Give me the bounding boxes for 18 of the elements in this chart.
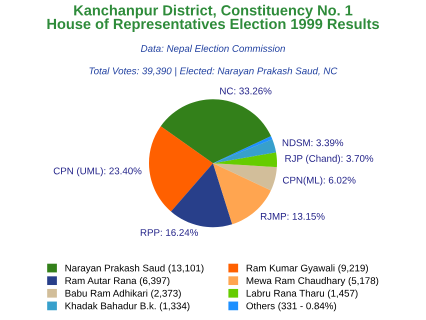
- text: Total Votes: 39,390 | Elected: Narayan Prakash Saud, NC: [89, 67, 338, 76]
- legend-label: Narayan Prakash Saud (13,101): [65, 264, 204, 274]
- data-label: RJP (Chand): 3.70%: [285, 154, 374, 164]
- chart-title: Kanchanpur District, Constituency No. 1 House of Representatives Election 1999 Results: [47, 4, 379, 32]
- legend-label: Babu Ram Adhikari (2,373): [65, 290, 181, 299]
- legend-label: Khadak Bahadur B.k. (1,334): [65, 302, 190, 312]
- legend-label: Ram Kumar Gyawali (9,219): [246, 264, 368, 274]
- data-label: RPP: 16.24%: [140, 229, 198, 236]
- data-label: NDSM: 3.39%: [282, 139, 344, 146]
- legend-label: Ram Autar Rana (6,397): [65, 276, 170, 286]
- legend-label: Others (331 - 0.84%): [246, 302, 336, 312]
- data-label: NC: 33.26%: [220, 88, 272, 94]
- chart-subtitle: Data: Nepal Election Commission: [140, 44, 285, 54]
- data-label: CPN (UML): 23.40%: [54, 167, 142, 176]
- legend-label: Labru Rana Tharu (1,457): [246, 290, 358, 299]
- data-label: RJMP: 13.15%: [260, 212, 325, 220]
- data-label: CPN(ML): 6.02%: [282, 176, 356, 186]
- legend-label: Mewa Ram Chaudhary (5,178): [246, 276, 378, 286]
